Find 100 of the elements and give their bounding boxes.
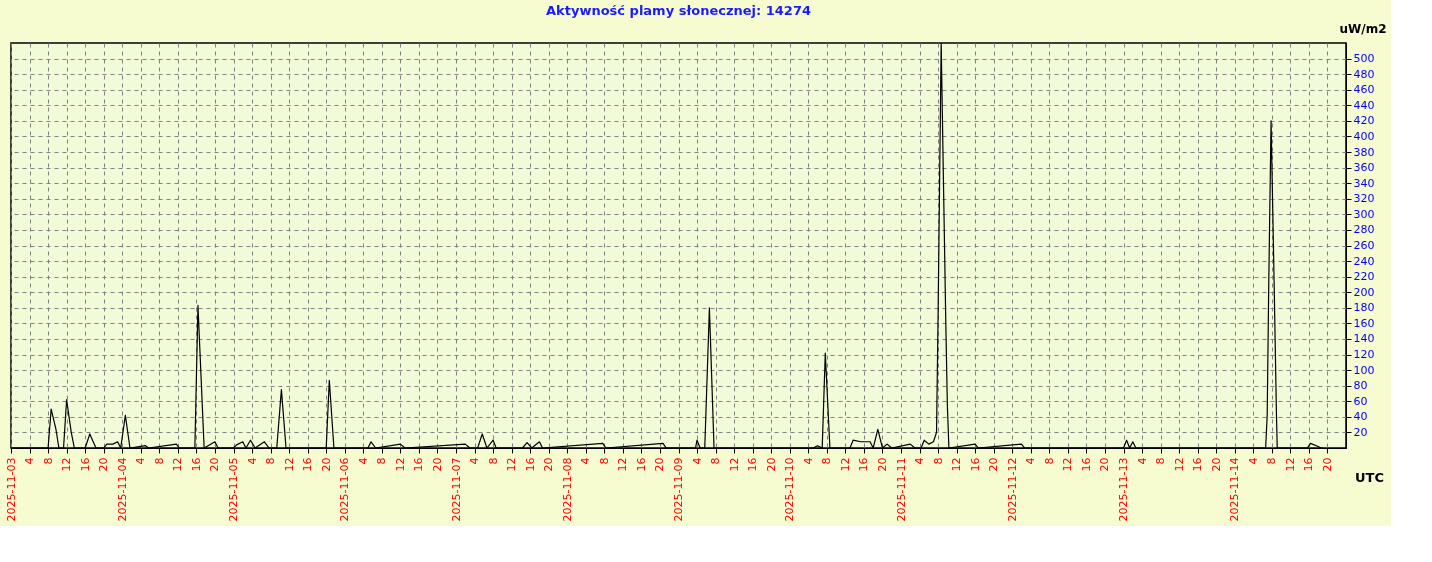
y-tick-label: 40	[1353, 410, 1368, 424]
x-tick-label: 16	[857, 457, 871, 472]
x-tick-label: 20	[430, 457, 444, 472]
x-tick-label: 4	[1024, 457, 1038, 465]
x-tick-label: 2025-11-03	[4, 457, 18, 522]
y-tick-label: 260	[1353, 239, 1375, 252]
y-tick-label: 360	[1353, 161, 1375, 175]
x-tick-label: 20	[1320, 457, 1334, 472]
y-tick-label: 380	[1353, 145, 1375, 159]
x-tick-label: 2025-11-13	[1117, 457, 1130, 522]
y-tick-label: 220	[1353, 270, 1375, 284]
y-tick-label: 320	[1353, 192, 1375, 206]
y-tick-label: 500	[1353, 52, 1375, 66]
x-tick-label: 12	[60, 457, 74, 472]
x-tick-label: 4	[1135, 457, 1149, 465]
text: UTC	[1355, 470, 1384, 485]
x-tick-label: 12	[1172, 457, 1186, 472]
x-tick-label: 8	[597, 457, 611, 465]
x-tick-label: 4	[1246, 457, 1260, 465]
x-tick-label: 4	[245, 457, 259, 465]
x-tick-label: 16	[78, 457, 92, 472]
y-tick-label: 20	[1353, 425, 1368, 439]
x-tick-label: 8	[375, 457, 389, 465]
x-tick-label: 12	[838, 457, 852, 472]
y-tick-label: 140	[1353, 332, 1375, 346]
y-tick-label: 400	[1353, 129, 1375, 143]
y-tick-label: 80	[1353, 379, 1368, 393]
x-tick-label: 12	[1283, 457, 1297, 472]
x-tick-label: 20	[987, 457, 1001, 472]
x-tick-label: 12	[393, 457, 407, 472]
x-tick-label: 8	[931, 457, 945, 465]
y-tick-label: 160	[1353, 316, 1375, 330]
y-tick-label: 200	[1353, 285, 1375, 299]
x-tick-label: 20	[97, 457, 111, 472]
x-tick-label: 16	[746, 457, 760, 472]
x-tick-label: 4	[134, 457, 148, 465]
x-tick-label: 2025-11-09	[672, 457, 685, 522]
x-tick-label: 8	[152, 457, 166, 465]
x-tick-label: 20	[875, 457, 889, 472]
y-tick-label: 120	[1353, 348, 1375, 362]
x-tick-label: 8	[1042, 457, 1056, 465]
x-tick-label: 12	[505, 457, 519, 472]
chart-title: Aktywność plamy słonecznej: 14274	[546, 3, 811, 18]
y-tick-label: 300	[1353, 207, 1375, 221]
x-tick-label: 4	[801, 457, 815, 465]
x-tick-label: 16	[1302, 457, 1316, 472]
x-tick-label: 2025-11-07	[449, 457, 463, 522]
y-tick-label: 460	[1353, 83, 1375, 97]
x-tick-label: 2025-11-12	[1005, 457, 1019, 522]
x-tick-label: 16	[1079, 457, 1093, 472]
y-tick-label: 240	[1353, 254, 1375, 268]
x-tick-label: 12	[727, 457, 741, 472]
y-tick-label: 100	[1353, 363, 1375, 377]
x-tick-label: 12	[1061, 457, 1075, 472]
x-tick-label: 2025-11-06	[338, 457, 352, 522]
y-tick-label: 180	[1353, 301, 1375, 315]
x-tick-label: 20	[1209, 457, 1223, 472]
x-tick-label: 16	[412, 457, 426, 472]
x-tick-label: 20	[764, 457, 778, 472]
x-tick-label: 16	[634, 457, 648, 472]
y-tick-label: 440	[1353, 98, 1375, 112]
x-tick-label: 4	[468, 457, 482, 465]
x-tick-label: 8	[486, 457, 500, 465]
y-tick-label: 480	[1353, 67, 1375, 81]
x-tick-label: 2025-11-11	[894, 457, 908, 522]
x-tick-label: 4	[23, 457, 37, 465]
y-tick-label: 340	[1353, 176, 1375, 190]
x-tick-label: 8	[1265, 457, 1279, 465]
y-axis-title: uW/m2	[1339, 21, 1387, 36]
x-tick-label: 16	[1191, 457, 1205, 472]
x-tick-label: 12	[950, 457, 964, 472]
x-tick-label: 2025-11-05	[227, 457, 240, 522]
x-tick-label: 20	[653, 457, 667, 472]
x-tick-label: 20	[208, 457, 222, 472]
x-tick-label: 4	[690, 457, 704, 465]
x-tick-label: 16	[968, 457, 982, 472]
x-tick-label: 12	[171, 457, 185, 472]
x-tick-label: 8	[709, 457, 723, 465]
x-tick-label: 20	[542, 457, 556, 472]
x-tick-label: 4	[579, 457, 593, 465]
x-tick-label: 12	[616, 457, 630, 472]
x-tick-label: 16	[301, 457, 315, 472]
x-tick-label: 2025-11-10	[783, 457, 797, 522]
y-tick-label: 420	[1353, 114, 1375, 128]
x-tick-label: 20	[1098, 457, 1112, 472]
x-tick-label: 2025-11-14	[1228, 457, 1242, 522]
x-tick-label: 4	[356, 457, 370, 465]
y-tick-label: 60	[1353, 394, 1368, 408]
x-tick-label: 4	[913, 457, 927, 465]
y-tick-label: 280	[1353, 223, 1375, 237]
x-tick-label: 2025-11-04	[115, 457, 129, 522]
x-tick-label: 16	[523, 457, 537, 472]
x-tick-label: 8	[1154, 457, 1168, 465]
x-tick-label: 8	[264, 457, 278, 465]
x-tick-label: 2025-11-08	[560, 457, 574, 522]
x-tick-label: 20	[319, 457, 333, 472]
x-tick-label: 8	[41, 457, 55, 465]
x-tick-label: 12	[282, 457, 296, 472]
x-tick-label: 16	[189, 457, 203, 472]
x-tick-label: 8	[820, 457, 834, 465]
